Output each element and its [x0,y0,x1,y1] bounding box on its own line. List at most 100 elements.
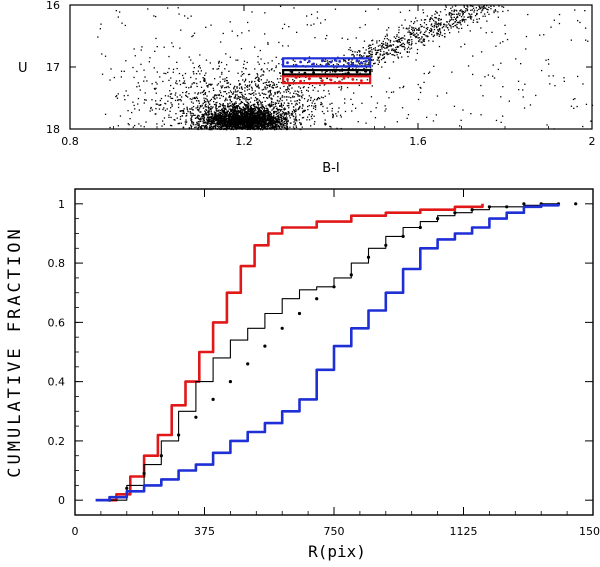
cmd-field-star [268,96,270,98]
cmd-field-star [257,101,259,103]
cmd-field-star [351,110,353,112]
cmd-field-star [266,97,269,99]
cmd-field-star [214,123,216,125]
cmd-field-star [283,85,285,88]
cmd-field-star [236,112,238,114]
cmd-field-star [270,115,272,117]
cmd-field-star [241,73,244,76]
cmd-field-star [385,47,388,49]
cmd-field-star [202,91,205,93]
cmd-field-star [374,117,377,119]
cmd-field-star [235,113,237,115]
cmd-field-star [552,75,554,77]
cmd-field-star [225,121,227,123]
cmd-field-star [256,86,258,88]
cmd-field-star [248,113,250,115]
cmd-field-star [231,128,233,130]
cmd-field-star [194,92,196,94]
cmd-field-star [192,71,195,73]
cmd-field-star [440,32,442,34]
cmd-field-star [484,7,486,9]
cmd-field-star [217,119,219,121]
cmd-field-star [185,95,188,97]
cmd-field-star [231,123,234,125]
cmd-field-star [268,105,270,107]
cmd-field-star [329,71,331,73]
cmd-field-star [246,89,249,91]
cmd-field-star [272,104,274,106]
cmd-field-star [275,117,277,119]
cmd-field-star [471,13,473,15]
cmd-field-star [480,8,482,10]
cmd-hb-point [307,60,311,63]
cmd-field-star [292,95,294,97]
cmd-field-star [231,114,233,117]
cmd-field-star [190,85,192,87]
cmd-field-star [340,85,343,88]
cmd-field-star [196,85,198,88]
cmd-field-star [497,11,499,13]
cmd-field-star [301,92,303,94]
cmd-field-star [248,30,250,32]
cmd-field-star [379,54,381,56]
cmd-field-star [267,109,269,111]
cmd-field-star [231,30,233,32]
cmd-field-star [171,125,173,127]
cmd-field-star [236,110,238,112]
cmd-field-star [356,54,358,56]
cmd-field-star [263,120,265,122]
cmd-field-star [223,120,226,122]
cmd-field-star [413,22,415,25]
cmd-field-star [398,40,401,42]
cmd-field-star [203,121,205,123]
cmd-field-star [232,104,235,106]
cmd-field-star [243,81,246,83]
cmd-field-star [217,126,220,128]
cmd-field-star [299,87,302,89]
cmd-field-star [281,96,283,98]
cmd-field-star [406,42,408,44]
cmd-field-star [239,126,241,128]
cmd-field-star [171,42,173,44]
cmd-field-star [190,118,192,120]
cmd-field-star [292,59,294,61]
cmd-field-star [204,79,206,81]
cmd-field-star [436,26,438,29]
cmd-field-star [256,99,258,101]
cmd-field-star [524,83,526,85]
cmd-field-star [356,79,358,81]
cmd-field-star [334,8,337,10]
cmd-hb-point [294,63,298,67]
cmd-field-star [228,70,230,72]
cmd-field-star [279,117,281,119]
cmd-field-star [234,128,236,130]
cmd-field-star [110,68,112,70]
cmd-field-star [451,6,454,8]
cmd-field-star [257,85,259,87]
cmd-field-star [168,67,170,70]
cmd-field-star [234,106,236,108]
cmd-field-star [441,34,443,37]
cmd-field-star [197,100,200,102]
cmd-field-star [382,57,385,59]
cmd-field-star [377,45,380,47]
cmd-field-star [412,30,414,32]
cmd-field-star [292,79,294,81]
cmd-field-star [244,90,246,92]
cmd-field-star [200,106,202,108]
cmd-field-star [359,54,361,56]
cmd-field-star [286,96,288,98]
cmd-field-star [190,15,192,17]
cmd-field-star [204,74,206,76]
cmd-field-star [480,84,482,87]
cmd-field-star [246,86,249,88]
cmd-field-star [293,92,295,94]
cmd-field-star [266,79,268,81]
cmd-field-star [271,123,273,126]
cmd-field-star [203,90,205,92]
cmd-field-star [224,120,226,122]
cmd-field-star [339,70,341,72]
cmd-field-star [314,102,316,105]
cmd-ylabel: U [18,61,28,76]
cmd-field-star [313,105,315,107]
